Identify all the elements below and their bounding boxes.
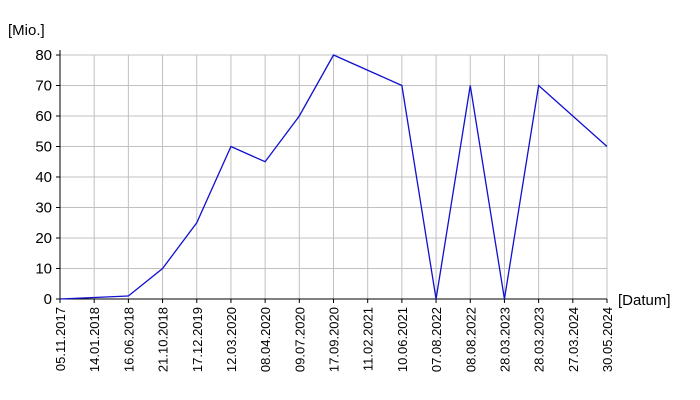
x-axis-label: [Datum] — [618, 292, 671, 309]
y-tick-label: 60 — [35, 108, 52, 125]
x-tick-label: 16.06.2018 — [121, 307, 136, 372]
x-tick-label: 07.08.2022 — [429, 307, 444, 372]
x-tick-label: 14.01.2018 — [87, 307, 102, 372]
y-tick-label: 30 — [35, 200, 52, 217]
x-tick-label: 12.03.2020 — [224, 307, 239, 372]
x-tick-label: 11.02.2021 — [361, 307, 376, 371]
x-tick-label: 08.04.2020 — [258, 307, 273, 372]
y-tick-label: 20 — [35, 230, 52, 247]
x-tick-label: 17.09.2020 — [327, 307, 342, 372]
y-tick-label: 10 — [35, 261, 52, 278]
x-tick-label: 28.03.2023 — [532, 307, 547, 372]
data-line — [59, 54, 608, 300]
y-tick-label: 0 — [44, 291, 52, 308]
x-tick-label: 30.05.2024 — [600, 307, 615, 372]
x-tick-label: 17.12.2019 — [190, 307, 205, 372]
x-tick-label: 09.07.2020 — [292, 307, 307, 372]
x-tick-label: 27.03.2024 — [566, 307, 581, 372]
y-tick-label: 40 — [35, 169, 52, 186]
x-tick-label: 28.03.2023 — [497, 307, 512, 372]
x-tick-label: 08.08.2022 — [463, 307, 478, 372]
y-tick-label: 80 — [35, 47, 52, 64]
y-tick-label: 50 — [35, 139, 52, 156]
y-tick-label: 70 — [35, 78, 52, 95]
x-tick-label: 05.11.2017 — [53, 307, 68, 371]
y-axis-label: [Mio.] — [8, 22, 45, 39]
x-tick-label: 10.06.2021 — [395, 307, 410, 372]
x-tick-label: 21.10.2018 — [156, 307, 171, 372]
